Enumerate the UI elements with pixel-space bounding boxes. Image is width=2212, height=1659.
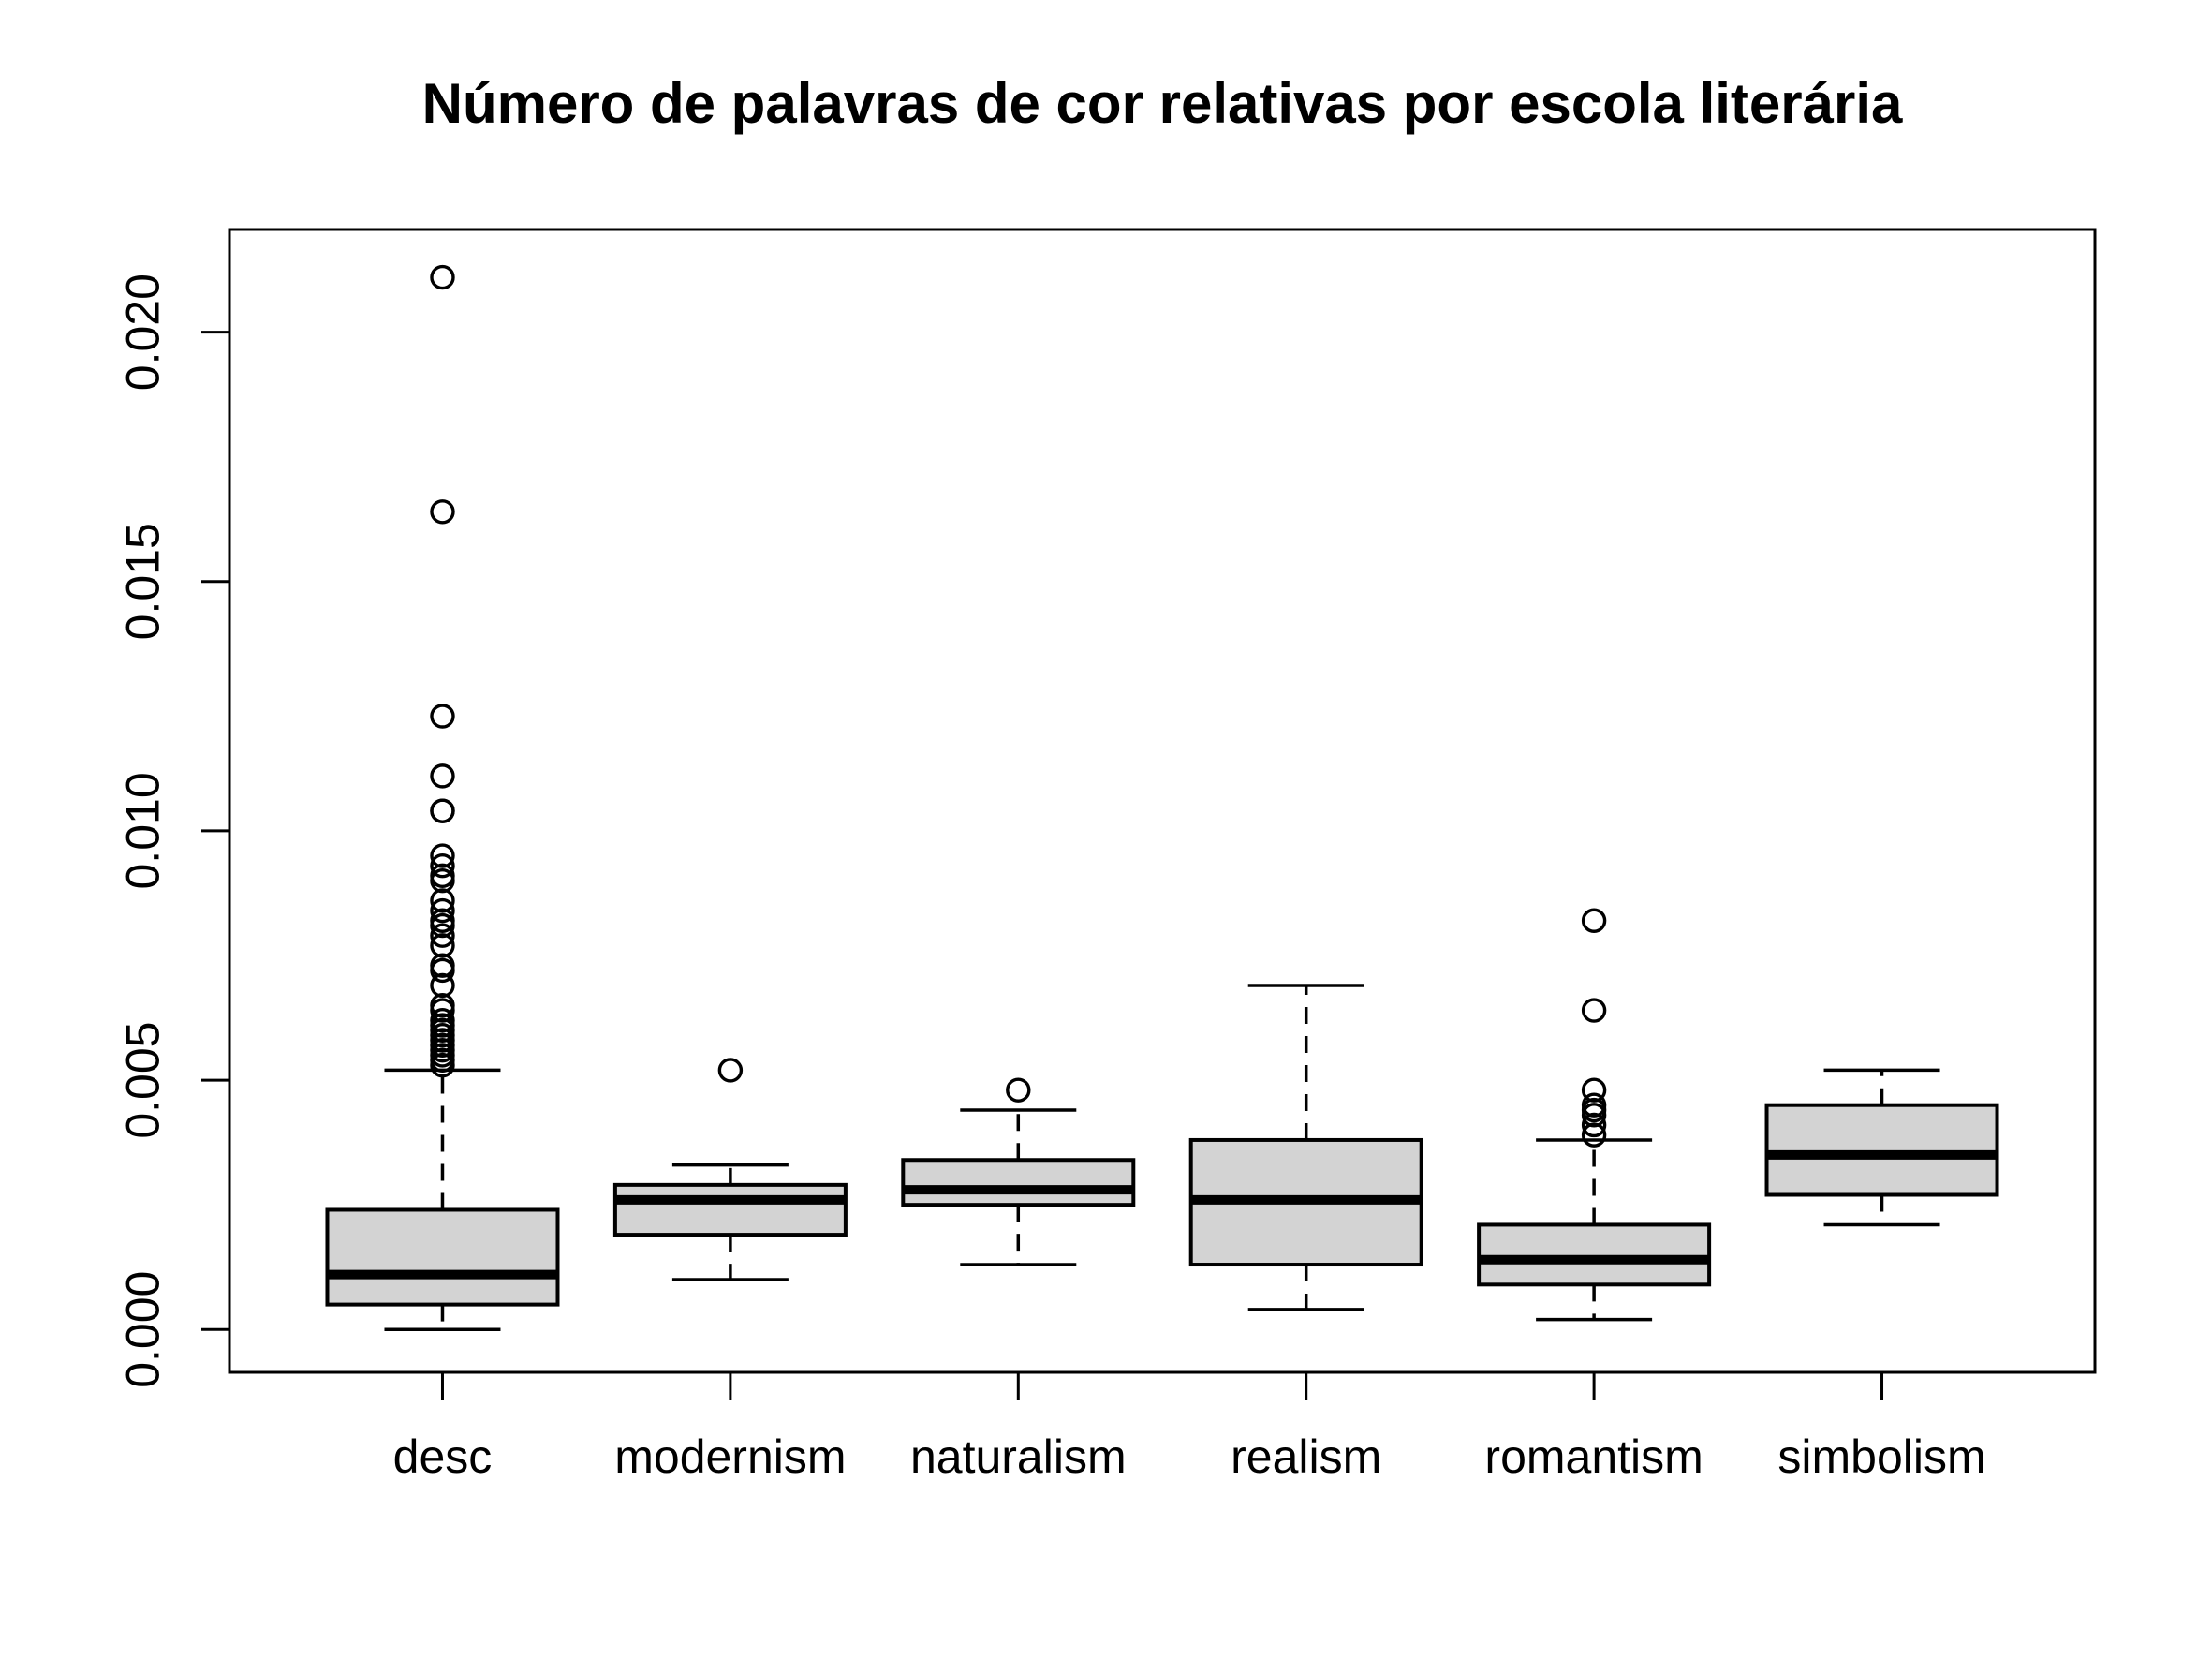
outlier-point — [430, 704, 455, 729]
outlier-point — [430, 933, 455, 958]
x-axis: desc modernism naturalism realism romantism s… — [393, 1372, 1986, 1483]
boxplot-naturalism — [901, 1077, 1136, 1266]
x-tick-label: romantism — [1484, 1430, 1703, 1483]
outlier-point — [430, 1052, 455, 1078]
outlier-point — [430, 499, 455, 525]
outlier-point — [1581, 1122, 1607, 1148]
y-tick-label: 0.015 — [117, 523, 170, 640]
outlier-point — [1581, 1103, 1607, 1128]
iqr-box — [612, 1182, 848, 1237]
iqr-box — [325, 1207, 560, 1307]
outlier-point — [430, 852, 455, 879]
outlier-point — [430, 923, 455, 948]
outlier-point — [430, 763, 455, 789]
outlier-point — [430, 953, 455, 978]
iqr-box — [901, 1158, 1136, 1207]
outlier-point — [430, 972, 455, 999]
x-tick-label: desc — [393, 1430, 493, 1483]
outlier-point — [1581, 998, 1607, 1023]
x-tick-label: naturalism — [910, 1430, 1127, 1483]
x-tick-label: realism — [1231, 1430, 1381, 1483]
plot-border — [228, 228, 2097, 1374]
outlier-point — [717, 1058, 744, 1083]
outlier-point — [1581, 908, 1607, 933]
y-axis: 0.000 0.005 0.010 0.015 0.020 — [117, 274, 229, 1388]
outlier-point — [430, 843, 455, 868]
boxplot-desc — [325, 264, 560, 1331]
y-tick-label: 0.020 — [117, 274, 170, 391]
outlier-point — [430, 264, 455, 290]
iqr-box — [1764, 1103, 1999, 1197]
x-tick-label: modernism — [614, 1430, 846, 1483]
outlier-point — [430, 867, 455, 894]
y-tick-label: 0.005 — [117, 1022, 170, 1139]
outlier-point — [430, 912, 455, 939]
outlier-point — [1581, 1112, 1607, 1138]
boxplot-realism — [1188, 984, 1423, 1311]
x-tick-label: simbolism — [1777, 1430, 1985, 1483]
outlier-point — [430, 998, 455, 1023]
outlier-point — [1581, 1077, 1607, 1103]
boxplot-romantism — [1477, 908, 1712, 1322]
chart-title: Número de palavras de cor relativas por … — [421, 72, 1903, 135]
outlier-point — [430, 897, 455, 924]
outlier-point — [430, 888, 455, 913]
outlier-point — [430, 798, 455, 823]
y-tick-label: 0.010 — [117, 772, 170, 889]
boxplot-modernism — [612, 1058, 848, 1281]
y-tick-label: 0.000 — [117, 1271, 170, 1388]
iqr-box — [1477, 1222, 1712, 1287]
outlier-point — [430, 957, 455, 984]
boxplot-simbolism — [1764, 1068, 1999, 1227]
outlier-point — [1006, 1077, 1031, 1103]
